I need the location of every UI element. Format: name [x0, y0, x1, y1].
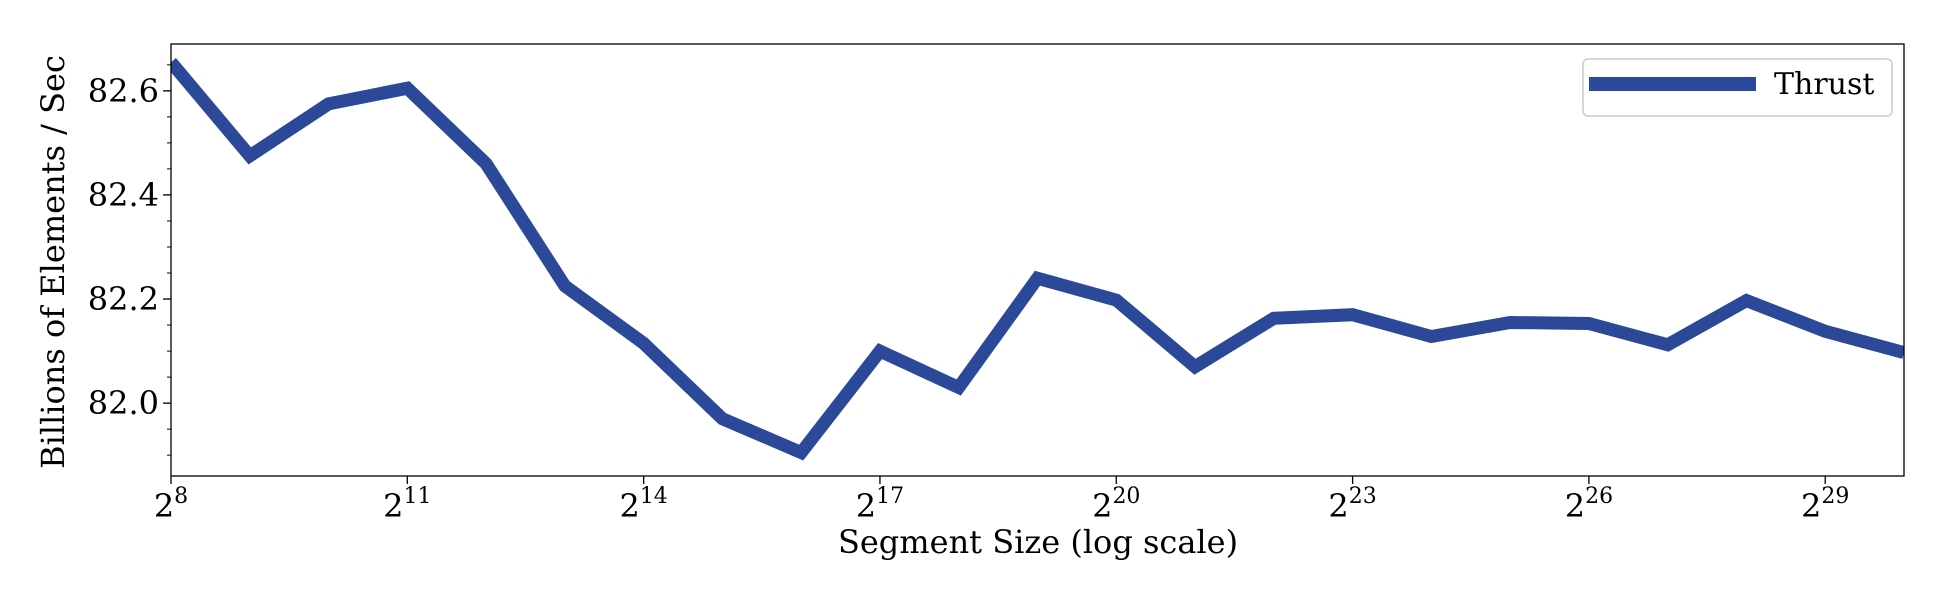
y-tick-label: 82.0 [88, 384, 159, 422]
x-axis-label: Segment Size (log scale) [838, 523, 1238, 561]
x-tick-label: 211 [383, 484, 431, 525]
legend: Thrust [1582, 58, 1893, 117]
x-tick-label: 229 [1801, 484, 1849, 525]
x-tick-label: 217 [856, 484, 904, 525]
axes: 82.0 82.2 82.4 82.6 28 211 214 217 220 223 226 229 [88, 43, 1905, 525]
y-tick-label: 82.6 [88, 72, 159, 110]
x-tick-label: 223 [1328, 484, 1376, 525]
x-tick-label: 226 [1565, 484, 1613, 525]
x-tick-label: 28 [154, 484, 188, 525]
x-tick-label: 214 [619, 484, 667, 525]
x-tick-label: 220 [1092, 484, 1140, 525]
y-axis-label: Billions of Elements / Sec [34, 55, 72, 469]
legend-label-thrust: Thrust [1774, 67, 1874, 102]
plot-frame [170, 43, 1905, 477]
y-tick-label: 82.4 [88, 176, 159, 214]
series-line-thrust [171, 58, 1904, 461]
plot-area [171, 58, 1904, 461]
y-tick-label: 82.2 [88, 280, 159, 318]
